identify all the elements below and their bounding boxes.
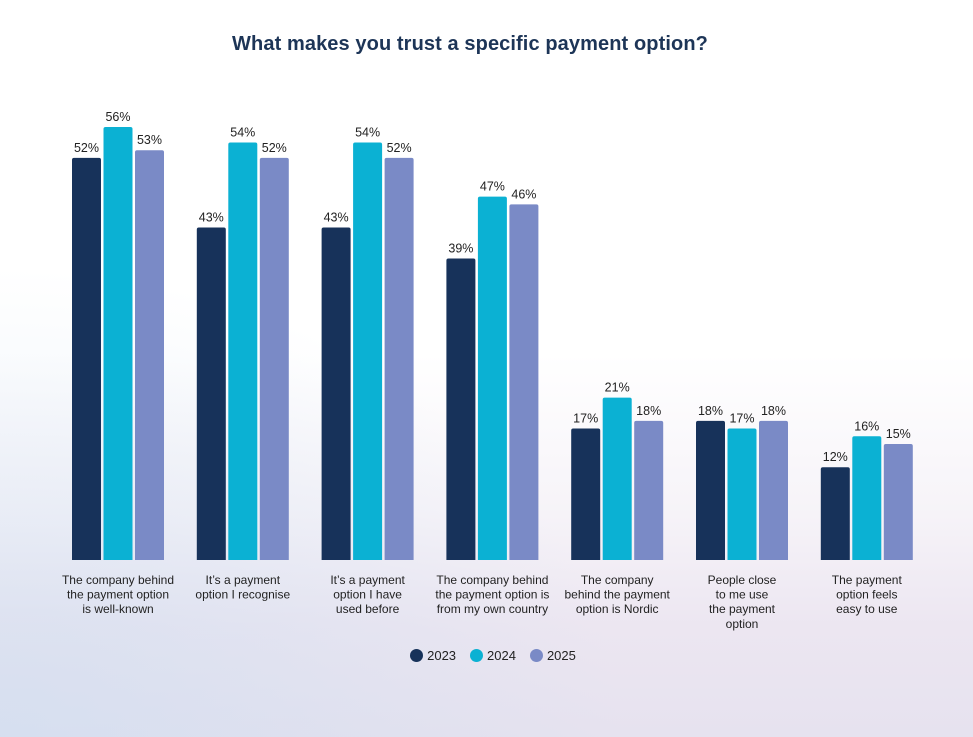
bar-2023-4 xyxy=(571,428,601,560)
category-label-line-3-2: from my own country xyxy=(437,602,548,616)
category-label-1: It’s a payment option I recognise xyxy=(195,573,290,602)
bar-2023-1 xyxy=(196,227,226,560)
category-label-line-5-3: option xyxy=(726,617,759,631)
bar-2023-2 xyxy=(321,227,351,560)
bar-2025-1 xyxy=(259,157,289,560)
bar-2025-5 xyxy=(759,420,788,560)
legend: 2023 2024 2025 xyxy=(0,648,973,663)
data-label-2025-6: 15% xyxy=(886,427,911,441)
legend-swatch-2023 xyxy=(410,649,424,662)
category-label-line-5-1: to me use xyxy=(716,588,769,602)
bar-2024-4 xyxy=(602,397,632,560)
category-label-line-0-2: is well-known xyxy=(82,602,153,616)
data-label-2024-0: 56% xyxy=(105,110,130,124)
category-label-0: The company behind the payment option is w… xyxy=(62,573,174,616)
legend-item-2025: 2025 xyxy=(529,648,576,663)
category-label-line-2-1: option I have xyxy=(333,588,402,602)
data-label-2023-5: 18% xyxy=(698,404,723,418)
bar-2024-2 xyxy=(353,142,383,560)
data-label-2023-0: 52% xyxy=(74,141,99,155)
legend-item-2023: 2023 xyxy=(410,648,456,663)
category-label-2: It’s a payment option I have used before xyxy=(330,573,405,616)
bar-2023-6 xyxy=(820,467,850,560)
category-label-line-5-0: People close xyxy=(708,573,777,587)
legend-label-2025: 2025 xyxy=(546,648,576,663)
bar-2023-0 xyxy=(72,157,101,560)
category-label-line-2-0: It’s a payment xyxy=(330,573,405,587)
category-label-line-1-0: It’s a payment xyxy=(206,573,281,587)
category-label-line-3-0: The company behind xyxy=(436,573,548,587)
category-label-line-4-0: The company xyxy=(581,573,654,587)
data-label-2023-2: 43% xyxy=(324,211,349,225)
data-label-2024-3: 47% xyxy=(480,180,505,194)
bar-2024-0 xyxy=(103,127,133,560)
category-label-6: The payment option feels easy to use xyxy=(832,573,903,616)
data-label-2023-3: 39% xyxy=(448,241,473,255)
legend-label-2024: 2024 xyxy=(487,648,516,663)
category-label-3: The company behind the payment option is f… xyxy=(435,573,549,616)
bar-2025-3 xyxy=(509,204,539,561)
data-label-2025-5: 18% xyxy=(761,404,786,418)
data-label-2024-6: 16% xyxy=(854,419,879,433)
bar-2023-3 xyxy=(446,258,476,560)
category-label-line-6-0: The payment xyxy=(832,573,903,587)
bar-2025-4 xyxy=(634,420,664,560)
data-label-2025-1: 52% xyxy=(262,141,287,155)
legend-swatch-2024 xyxy=(470,649,484,662)
category-label-line-2-2: used before xyxy=(336,602,400,616)
legend-item-2024: 2024 xyxy=(470,648,516,663)
category-label-4: The company behind the payment option is N… xyxy=(564,573,670,616)
category-label-line-1-1: option I recognise xyxy=(195,588,290,602)
data-label-2024-1: 54% xyxy=(230,125,255,139)
data-label-2023-4: 17% xyxy=(573,412,598,426)
category-label-line-6-1: option feels xyxy=(836,588,897,602)
bar-2024-6 xyxy=(852,436,882,560)
data-label-2024-4: 21% xyxy=(605,381,630,395)
category-label-line-4-2: option is Nordic xyxy=(576,602,659,616)
data-label-2025-2: 52% xyxy=(387,141,412,155)
data-label-2025-3: 46% xyxy=(511,187,536,201)
data-label-2023-6: 12% xyxy=(823,450,848,464)
category-label-line-4-1: behind the payment xyxy=(564,588,670,602)
bar-2024-5 xyxy=(727,428,757,560)
bar-2025-2 xyxy=(384,157,414,560)
category-label-line-5-2: the payment xyxy=(709,602,776,616)
data-label-2024-5: 17% xyxy=(729,412,754,426)
data-label-2024-2: 54% xyxy=(355,125,380,139)
bar-2025-6 xyxy=(883,444,913,560)
legend-swatch-2025 xyxy=(529,649,543,662)
data-label-2025-0: 53% xyxy=(137,133,162,147)
legend-label-2023: 2023 xyxy=(427,648,457,663)
category-label-line-0-0: The company behind xyxy=(62,573,174,587)
bar-2025-0 xyxy=(135,150,164,561)
bar-2024-1 xyxy=(228,142,258,560)
category-label-line-3-1: the payment option is xyxy=(435,588,549,602)
data-label-2025-4: 18% xyxy=(636,404,661,418)
category-label-5: People close to me use the payment option xyxy=(708,573,777,631)
category-label-line-0-1: the payment option xyxy=(67,588,169,602)
bar-2023-5 xyxy=(696,420,725,560)
data-label-2023-1: 43% xyxy=(199,211,224,225)
bar-2024-3 xyxy=(477,196,507,560)
category-label-line-6-2: easy to use xyxy=(836,602,898,616)
chart-title: What makes you trust a specific payment … xyxy=(232,33,708,55)
